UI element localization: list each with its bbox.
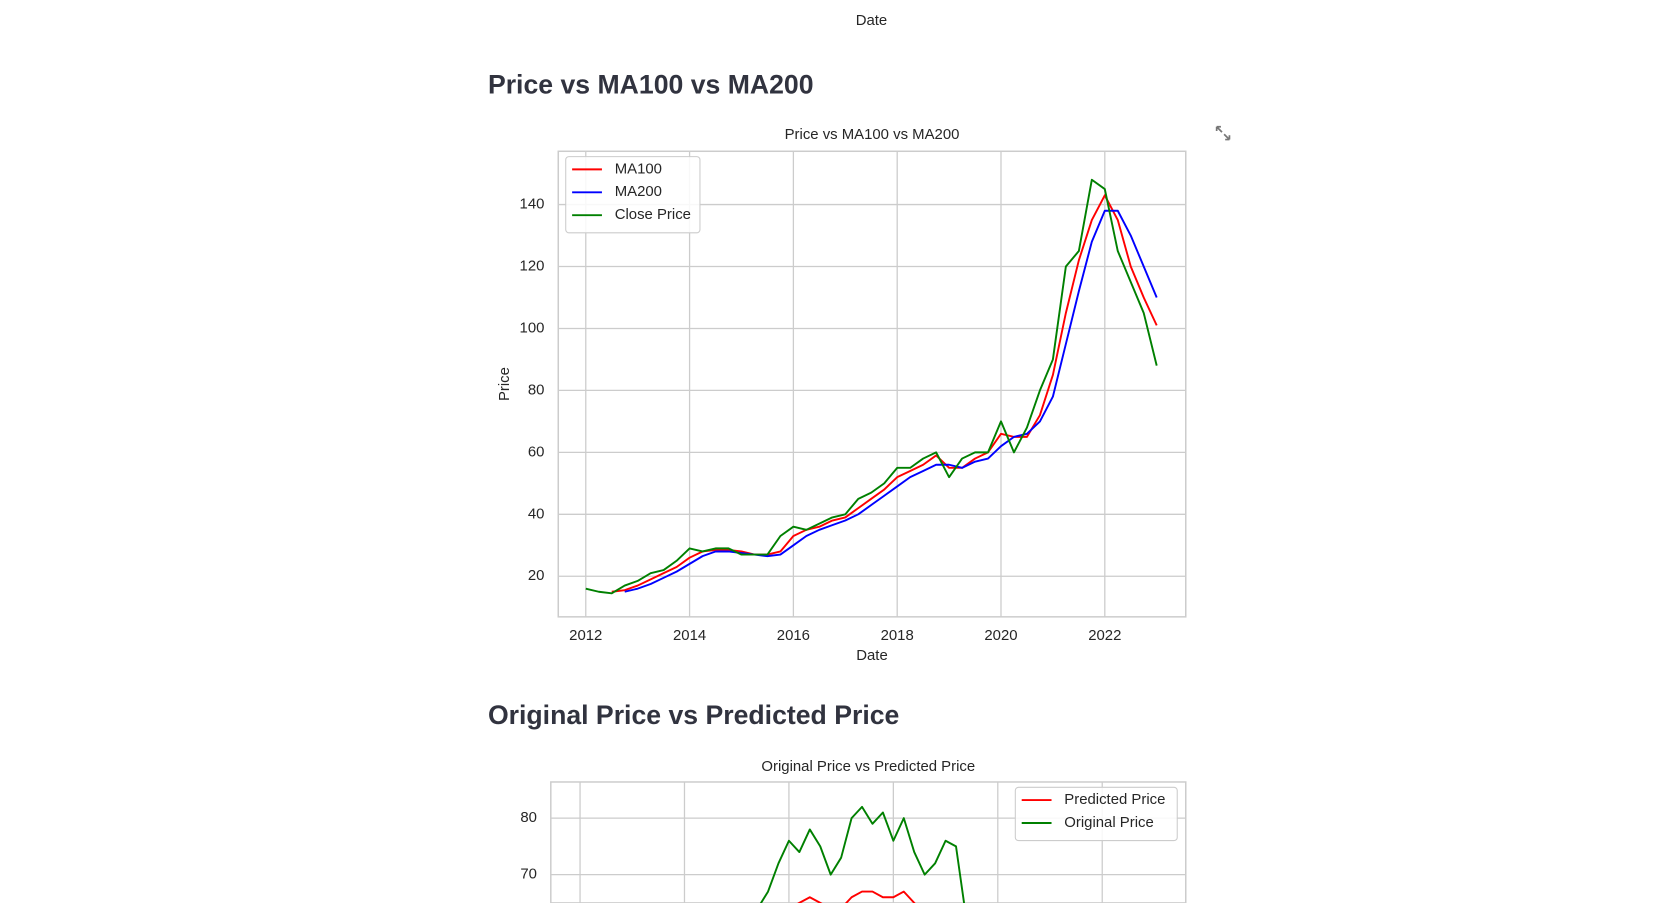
legend-label: MA100 xyxy=(615,161,662,177)
y-tick-label: 70 xyxy=(520,867,537,883)
y-tick-label: 60 xyxy=(528,444,545,460)
legend-label: Predicted Price xyxy=(1064,792,1165,808)
legend-box xyxy=(1014,786,1178,842)
section-heading: Price vs MA100 vs MA200 xyxy=(488,69,814,99)
legend: Predicted Price Original Price xyxy=(1014,786,1178,842)
fullscreen-button[interactable] xyxy=(1215,125,1231,141)
y-tick-label: 120 xyxy=(520,258,545,274)
expand-icon[interactable] xyxy=(1215,125,1231,141)
y-tick-label: 40 xyxy=(528,506,545,522)
x-tick-label: 2020 xyxy=(984,628,1017,644)
x-axis-title: Date xyxy=(856,648,888,664)
x-tick-label: 2016 xyxy=(777,628,810,644)
series-line xyxy=(624,209,1158,593)
chart-title: Original Price vs Predicted Price xyxy=(761,759,975,775)
y-tick-label: 20 xyxy=(528,568,545,584)
y-tick-label: 140 xyxy=(520,196,545,212)
legend-box xyxy=(565,156,701,234)
plot-frame xyxy=(557,150,1187,618)
y-tick-label: 80 xyxy=(528,382,545,398)
chart-title: Price vs MA100 vs MA200 xyxy=(785,127,960,143)
x-tick-label: 2014 xyxy=(673,628,706,644)
x-tick-label: 2022 xyxy=(1088,628,1121,644)
legend-label: MA200 xyxy=(615,184,662,200)
legend: MA100 MA200 Close Price xyxy=(565,156,701,234)
section-heading: Original Price vs Predicted Price xyxy=(488,700,899,730)
legend-label: Close Price xyxy=(615,207,691,223)
y-axis-title: Price xyxy=(497,367,513,401)
y-tick-label: 100 xyxy=(520,320,545,336)
legend-label: Original Price xyxy=(1064,815,1153,831)
series-line xyxy=(759,805,966,903)
y-tick-label: 80 xyxy=(520,810,537,826)
chart: Original Price vs Predicted Price0100200… xyxy=(520,759,1187,903)
x-tick-label: 2018 xyxy=(881,628,914,644)
previous-chart-xlabel: Date xyxy=(856,13,888,29)
x-tick-label: 2012 xyxy=(569,628,602,644)
series-line xyxy=(797,890,916,903)
series-line xyxy=(585,178,1158,595)
